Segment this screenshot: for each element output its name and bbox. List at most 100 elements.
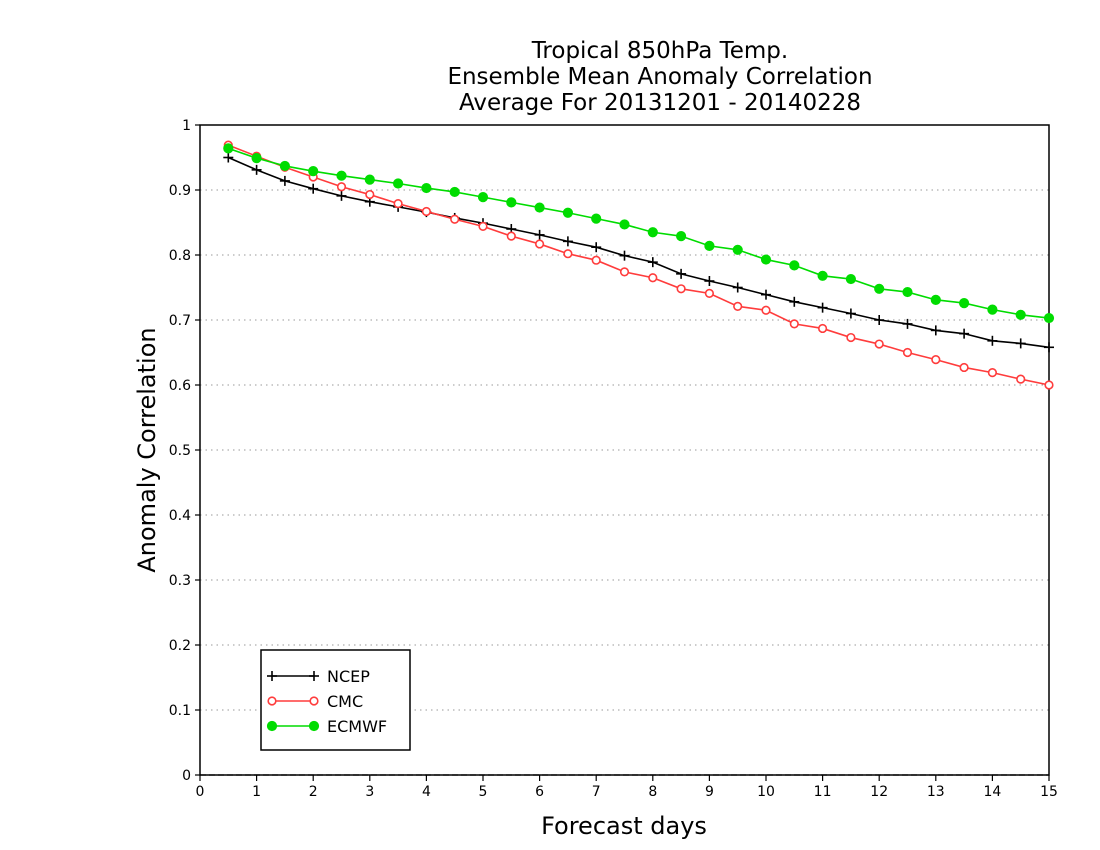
data-point-cmc <box>902 347 913 358</box>
data-point-ecmwf <box>279 160 290 172</box>
data-point-ecmwf <box>449 186 460 198</box>
data-point-ecmwf <box>1043 312 1055 324</box>
legend: NCEP CMC ECMWF <box>260 649 411 751</box>
data-point-cmc <box>393 199 403 209</box>
data-point-ncep <box>761 289 771 300</box>
y-tick-label: 0 <box>182 768 191 784</box>
data-point-ncep <box>789 296 800 307</box>
legend-item-ncep: NCEP <box>267 667 370 686</box>
data-point-cmc <box>1016 374 1026 384</box>
data-point-ecmwf <box>845 273 857 285</box>
data-point-ncep <box>534 229 545 240</box>
data-point-cmc <box>648 273 658 283</box>
chart-title-line-1: Tropical 850hPa Temp. <box>531 38 789 64</box>
data-point-cmc <box>874 339 884 349</box>
data-point-cmc <box>506 231 516 241</box>
data-point-ncep <box>959 328 970 339</box>
x-tick-label: 13 <box>927 784 945 800</box>
data-point-cmc <box>1044 380 1054 390</box>
data-point-ncep <box>336 190 347 201</box>
data-point-cmc <box>534 239 545 249</box>
x-axis-title: Forecast days <box>541 812 707 840</box>
data-point-ncep <box>619 250 630 261</box>
data-point-ecmwf <box>647 227 658 238</box>
data-series <box>223 140 1055 390</box>
data-point-ecmwf <box>959 298 970 309</box>
data-point-cmc <box>789 319 799 329</box>
data-point-ecmwf <box>534 202 545 213</box>
data-point-ecmwf <box>393 178 404 189</box>
data-point-ecmwf <box>308 166 319 177</box>
data-point-ncep <box>308 183 319 194</box>
series-ecmwf <box>223 143 1055 324</box>
legend-label: NCEP <box>327 667 370 686</box>
data-point-ncep <box>732 282 743 293</box>
x-tick-label: 2 <box>309 784 318 800</box>
data-point-cmc <box>421 206 432 217</box>
series-line-ecmwf <box>228 147 1050 319</box>
data-point-ecmwf <box>930 294 941 305</box>
data-point-ecmwf <box>336 170 347 181</box>
data-point-ecmwf <box>477 192 489 203</box>
legend-box <box>260 649 411 751</box>
data-point-ecmwf <box>760 254 772 265</box>
data-point-cmc <box>761 305 771 315</box>
x-tick-label: 11 <box>814 784 832 800</box>
legend-marker <box>267 696 277 706</box>
data-point-ncep <box>223 152 234 163</box>
data-point-ecmwf <box>251 153 262 164</box>
data-point-ncep <box>562 236 573 247</box>
data-point-ncep <box>251 164 262 175</box>
data-point-ecmwf <box>817 270 828 281</box>
data-point-cmc <box>959 362 969 373</box>
data-point-ecmwf <box>619 219 630 230</box>
y-axis-title: Anomaly Correlation <box>133 327 161 572</box>
x-tick-label: 10 <box>757 784 775 800</box>
legend-marker <box>308 720 320 732</box>
series-line-ncep <box>227 156 1050 349</box>
data-point-ncep <box>1044 342 1054 353</box>
data-point-ncep <box>817 302 828 313</box>
data-point-ecmwf <box>364 174 375 185</box>
data-point-cmc <box>619 267 630 277</box>
legend-marker <box>309 671 319 681</box>
legend-label: CMC <box>327 692 363 711</box>
y-tick-label: 0.8 <box>169 248 191 264</box>
data-point-ncep <box>930 325 941 336</box>
y-tick-label: 0.5 <box>169 443 191 459</box>
x-tick-label: 0 <box>196 784 205 800</box>
legend-marker <box>267 671 277 681</box>
y-tick-label: 0.4 <box>169 508 191 524</box>
data-point-ecmwf <box>902 286 913 298</box>
y-tick-label: 0.1 <box>169 703 191 719</box>
x-tick-label: 9 <box>705 784 714 800</box>
legend-marker <box>309 696 319 706</box>
data-point-ncep <box>647 257 658 268</box>
data-point-ncep <box>845 308 856 319</box>
series-ncep <box>223 152 1054 353</box>
x-tick-label: 6 <box>535 784 544 800</box>
y-tick-label: 0.7 <box>169 313 191 329</box>
data-point-ecmwf <box>591 213 602 224</box>
x-tick-label: 3 <box>365 784 374 800</box>
y-tick-label: 1 <box>182 118 191 134</box>
data-point-ncep <box>987 335 998 346</box>
data-point-cmc <box>563 249 573 259</box>
series-cmc <box>223 140 1054 390</box>
axis-ticks: 00.10.20.30.40.50.60.70.80.910 1 2 3 4 5 6 7 8 9 1… <box>169 118 1058 800</box>
data-point-cmc <box>704 288 715 298</box>
data-point-cmc <box>591 255 601 265</box>
data-point-cmc <box>478 221 488 231</box>
data-point-ecmwf <box>1015 309 1026 320</box>
data-point-ecmwf <box>506 197 517 208</box>
x-tick-label: 5 <box>479 784 488 800</box>
chart-title-line-2: Ensemble Mean Anomaly Correlation <box>447 64 873 90</box>
data-point-ecmwf <box>676 231 687 242</box>
legend-label: ECMWF <box>327 717 387 736</box>
y-tick-label: 0.3 <box>169 573 191 589</box>
data-point-ncep <box>1015 338 1026 349</box>
data-point-ncep <box>591 242 602 253</box>
data-point-ecmwf <box>987 304 998 315</box>
data-point-ncep <box>676 268 687 279</box>
